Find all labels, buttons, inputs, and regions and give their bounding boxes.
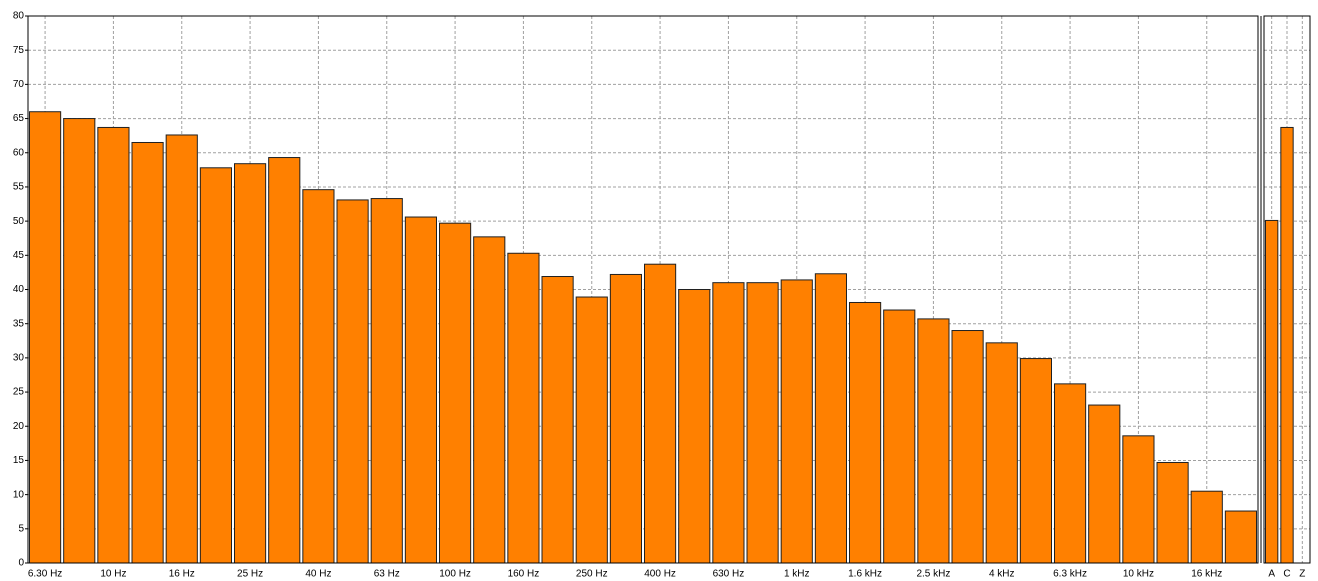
bar: [1122, 435, 1155, 564]
plot-frame: [27, 15, 1259, 564]
bar: [199, 167, 232, 564]
bar: [97, 126, 130, 564]
bar: [712, 282, 745, 564]
y-tick-label: 70: [13, 79, 25, 90]
y-tick-label: 5: [18, 523, 24, 534]
x-tick-label: 10 kHz: [1123, 569, 1154, 580]
y-tick-label: 45: [13, 250, 25, 261]
y-tick-label: 30: [13, 353, 25, 364]
x-tick-label: 63 Hz: [374, 569, 400, 580]
y-tick-label: 65: [13, 113, 25, 124]
bar: [814, 273, 847, 564]
bar: [1088, 404, 1121, 564]
y-tick-label: 40: [13, 284, 25, 295]
x-tick-label: 400 Hz: [644, 569, 676, 580]
bar: [1190, 490, 1223, 564]
x-tick-label: 25 Hz: [237, 569, 263, 580]
x-tick-label: 4 kHz: [989, 569, 1015, 580]
y-tick-label: 10: [13, 489, 25, 500]
bar: [575, 296, 608, 564]
x-tick-label: Z: [1299, 569, 1305, 580]
bar: [131, 141, 164, 564]
x-tick-label: 100 Hz: [439, 569, 471, 580]
y-tick-label: 60: [13, 147, 25, 158]
bar: [746, 282, 779, 564]
y-tick-label: 80: [13, 11, 25, 22]
bar: [985, 342, 1018, 564]
bar: [541, 276, 574, 564]
x-tick-label: 16 Hz: [169, 569, 195, 580]
bar: [439, 222, 472, 564]
x-tick-label: 1.6 kHz: [848, 569, 882, 580]
x-tick-label: 6.3 kHz: [1053, 569, 1087, 580]
bar: [883, 309, 916, 564]
bar: [336, 199, 369, 564]
y-tick-label: 35: [13, 318, 25, 329]
bar: [609, 273, 642, 564]
bar: [63, 118, 96, 564]
y-tick-label: 25: [13, 387, 25, 398]
bar: [165, 134, 198, 564]
bar: [780, 279, 813, 564]
plot-frame: [1263, 15, 1311, 564]
bar: [678, 289, 711, 564]
bar: [951, 330, 984, 564]
x-tick-label: 160 Hz: [508, 569, 540, 580]
bar: [404, 216, 438, 564]
x-tick-label: A: [1268, 569, 1275, 580]
bar: [849, 301, 882, 564]
y-tick-label: 20: [13, 421, 25, 432]
bar: [917, 318, 950, 564]
bar: [1265, 219, 1279, 564]
x-tick-label: 630 Hz: [713, 569, 745, 580]
bar: [1019, 358, 1052, 564]
x-tick-label: 2.5 kHz: [916, 569, 950, 580]
bar: [268, 157, 301, 564]
bar: [1054, 383, 1087, 564]
bar: [644, 263, 677, 564]
bar: [1280, 126, 1294, 564]
x-tick-label: 250 Hz: [576, 569, 608, 580]
y-tick-label: 55: [13, 182, 25, 193]
x-tick-label: 16 kHz: [1191, 569, 1222, 580]
x-tick-label: 10 Hz: [100, 569, 126, 580]
bar: [29, 111, 62, 564]
bar: [1224, 510, 1258, 564]
bar: [234, 163, 267, 564]
y-tick-label: 15: [13, 455, 25, 466]
y-tick-label: 75: [13, 45, 25, 56]
bar: [1156, 461, 1189, 564]
x-tick-label: C: [1283, 569, 1290, 580]
y-tick-label: 50: [13, 216, 25, 227]
bar: [473, 236, 506, 564]
x-tick-label: 40 Hz: [305, 569, 331, 580]
bar: [507, 252, 540, 564]
x-tick-label: 6.30 Hz: [28, 569, 62, 580]
bar: [370, 198, 403, 564]
y-tick-label: 0: [18, 558, 24, 569]
bar: [302, 189, 335, 564]
x-tick-label: 1 kHz: [784, 569, 810, 580]
